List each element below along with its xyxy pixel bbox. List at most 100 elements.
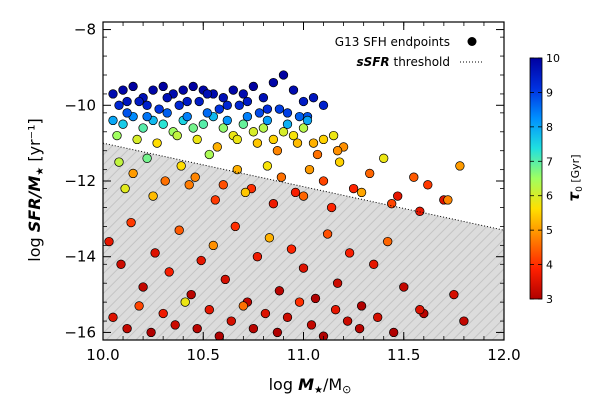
data-point bbox=[298, 96, 309, 107]
data-point bbox=[158, 308, 168, 319]
data-point bbox=[148, 191, 158, 201]
data-point bbox=[182, 111, 192, 122]
data-point bbox=[282, 312, 293, 322]
data-point bbox=[218, 93, 228, 103]
data-point bbox=[194, 96, 204, 107]
x-axis-label: log M★/M⊙ bbox=[269, 375, 352, 396]
data-point bbox=[262, 161, 273, 171]
legend-label-endpoints: G13 SFH endpoints bbox=[335, 35, 450, 49]
data-point bbox=[202, 89, 212, 99]
data-point bbox=[172, 130, 182, 141]
colorbar-label: τ0 [Gyr] bbox=[565, 155, 585, 202]
data-point bbox=[369, 259, 379, 269]
data-point bbox=[356, 301, 367, 311]
data-point bbox=[174, 100, 184, 110]
data-point bbox=[196, 255, 206, 266]
data-point bbox=[258, 93, 269, 103]
data-point bbox=[423, 180, 433, 190]
data-point bbox=[150, 248, 160, 258]
data-point bbox=[160, 176, 170, 186]
y-axis-ticks: −16 −14 −12 −10 −8 bbox=[64, 21, 504, 341]
data-point bbox=[288, 85, 299, 95]
colorbar-tick-label: 4 bbox=[546, 259, 553, 272]
data-point bbox=[162, 93, 172, 103]
data-point bbox=[146, 327, 156, 338]
data-point bbox=[274, 104, 285, 114]
data-point bbox=[373, 312, 383, 322]
data-point bbox=[328, 130, 339, 141]
data-point bbox=[258, 123, 269, 133]
data-point bbox=[278, 70, 289, 80]
data-point bbox=[170, 320, 180, 330]
legend-marker-filled-circle bbox=[467, 37, 477, 46]
data-point bbox=[134, 301, 144, 311]
data-point bbox=[365, 168, 375, 179]
data-point bbox=[318, 134, 329, 145]
data-point bbox=[272, 327, 283, 338]
data-point bbox=[190, 172, 200, 182]
data-point bbox=[268, 134, 279, 145]
data-point bbox=[182, 96, 192, 107]
data-point bbox=[204, 305, 214, 315]
data-point bbox=[232, 164, 242, 175]
legend-label-threshold: sSFR threshold bbox=[356, 55, 450, 69]
data-point bbox=[138, 123, 148, 133]
data-point bbox=[118, 85, 128, 95]
data-point bbox=[276, 172, 287, 182]
data-point bbox=[162, 108, 172, 118]
data-point bbox=[332, 146, 343, 156]
data-point bbox=[112, 130, 122, 141]
y-tick-label: −14 bbox=[64, 248, 96, 266]
x-tick-label: 10.0 bbox=[86, 346, 119, 364]
colorbar-tick-label: 5 bbox=[546, 224, 553, 237]
data-point bbox=[148, 85, 158, 95]
colorbar-gradient bbox=[529, 57, 543, 300]
data-point bbox=[122, 323, 132, 334]
data-point bbox=[192, 134, 202, 145]
data-point bbox=[142, 100, 152, 110]
data-point bbox=[116, 259, 126, 269]
data-point bbox=[274, 286, 285, 296]
data-point bbox=[186, 289, 196, 300]
data-point bbox=[348, 183, 359, 194]
data-point bbox=[288, 130, 299, 141]
data-point bbox=[114, 157, 124, 167]
data-point bbox=[334, 157, 345, 167]
data-point bbox=[226, 316, 236, 326]
data-point bbox=[393, 191, 403, 201]
x-axis-ticks: 10.0 10.5 11.0 11.5 12.0 bbox=[86, 22, 521, 364]
data-point bbox=[342, 316, 353, 326]
data-point bbox=[118, 119, 128, 129]
data-point bbox=[232, 134, 242, 145]
data-point bbox=[122, 96, 132, 107]
data-point bbox=[154, 104, 164, 114]
data-point bbox=[262, 104, 273, 114]
data-point bbox=[104, 236, 114, 247]
data-point bbox=[242, 111, 253, 122]
x-tick-label: 10.5 bbox=[187, 346, 220, 364]
data-point bbox=[158, 81, 168, 92]
data-point bbox=[290, 187, 301, 198]
data-point bbox=[222, 100, 232, 110]
data-point bbox=[455, 161, 465, 171]
data-point bbox=[178, 85, 188, 95]
data-point bbox=[184, 180, 194, 190]
data-point bbox=[120, 183, 130, 194]
data-point bbox=[212, 142, 222, 152]
data-point bbox=[134, 96, 144, 107]
data-point bbox=[308, 138, 319, 148]
data-point bbox=[138, 282, 148, 292]
data-point bbox=[262, 115, 273, 126]
data-point bbox=[108, 312, 118, 322]
data-point bbox=[202, 108, 212, 118]
data-point bbox=[234, 100, 244, 110]
data-point bbox=[208, 240, 218, 251]
data-point bbox=[260, 308, 271, 319]
data-point bbox=[198, 119, 208, 129]
data-point bbox=[278, 127, 289, 137]
data-point bbox=[292, 138, 303, 148]
data-point bbox=[332, 278, 343, 288]
data-point bbox=[228, 85, 238, 95]
data-point bbox=[449, 289, 459, 300]
